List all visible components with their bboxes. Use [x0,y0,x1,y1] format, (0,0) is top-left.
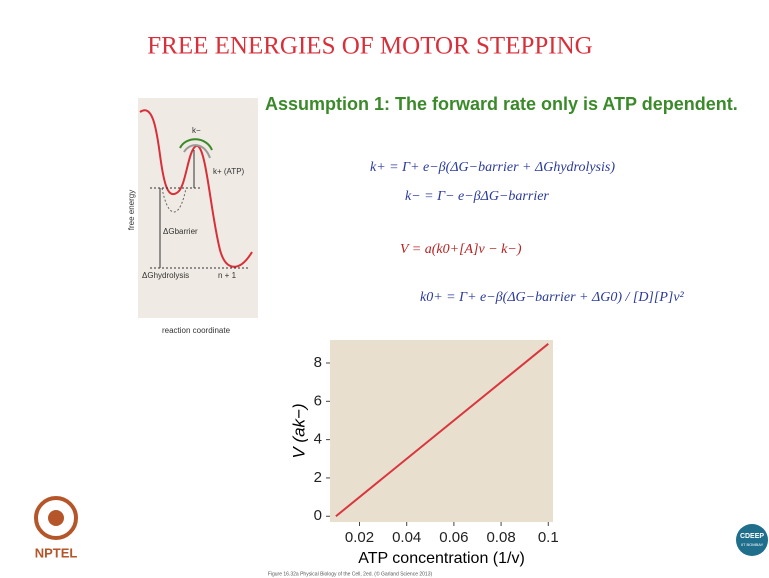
y-tick-label: 8 [314,354,322,371]
diagram-y-label: free energy [127,190,136,230]
y-tick-label: 4 [314,431,322,448]
y-tick-label: 2 [314,469,322,486]
dashed-well [161,187,187,213]
barrier-label: ΔGbarrier [163,227,198,236]
diagram-x-label: reaction coordinate [162,326,231,335]
state-label: n + 1 [218,271,237,280]
equation: k− = Γ− e−βΔG−barrier [405,189,549,204]
k-minus-label: k− [192,126,201,135]
logo-text: CDEEP [740,533,764,540]
logo-icon [736,524,768,556]
data-line [335,343,549,518]
x-tick-label: 0.02 [345,529,374,546]
x-tick-label: 0.04 [392,529,421,546]
y-tick-label: 6 [314,392,322,409]
equation: k0+ = Γ+ e−β(ΔG−barrier + ΔG0) / [D][P]v… [420,290,685,305]
rate-arrow [179,138,213,151]
energy-curve [139,109,253,268]
x-tick-label: 0.1 [538,529,559,546]
logo-icon [48,510,64,526]
y-tick-label: 0 [314,507,322,524]
slide-title: FREE ENERGIES OF MOTOR STEPPING [147,33,592,60]
x-tick-label: 0.08 [486,529,515,546]
rate-arrow [183,144,211,159]
chart: 0 2 4 6 8 0.02 0.04 0.06 0.08 0.1 ATP concentratio… [289,340,559,567]
equation: V = a(k0+[A]v − k−) [400,242,522,257]
assumption: Assumption 1: The forward rate only is A… [265,94,738,114]
nptel-logo: NPTEL [34,496,78,560]
x-tick-label: 0.06 [439,529,468,546]
logo-text: NPTEL [35,545,78,560]
cdeep-logo: CDEEP IIT BOMBAY [736,524,768,556]
k-plus-label: k+ (ATP) [213,167,245,176]
logo-subtext: IIT BOMBAY [741,542,764,547]
figure-credit: Figure 16.32a Physical Biology of the Ce… [268,570,433,577]
hydrolysis-label: ΔGhydrolysis [142,271,189,280]
diagram-background [138,98,258,318]
energy-diagram: free energy reaction coordinate k− k+ (A… [127,98,258,335]
y-axis-label: V (ak−) [289,403,308,458]
logo-icon [34,496,78,540]
equation: k+ = Γ+ e−β(ΔG−barrier + ΔGhydrolysis) [370,160,615,175]
x-axis-label: ATP concentration (1/v) [358,550,525,567]
